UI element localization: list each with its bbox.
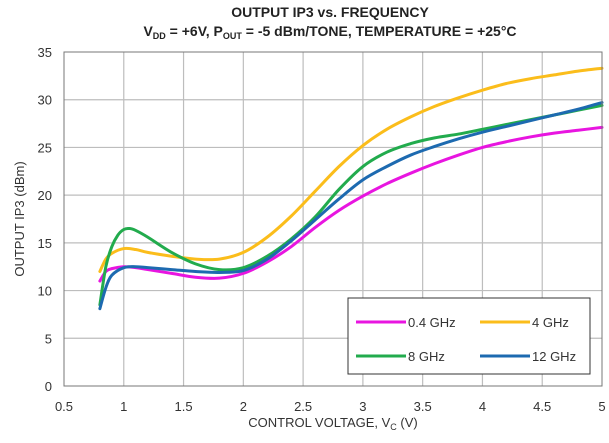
subtitle-vdd-value: = +6V, P	[166, 23, 223, 39]
x-axis-label: CONTROL VOLTAGE, VC (V)	[248, 415, 418, 432]
subtitle-vdd-sub: DD	[153, 31, 166, 41]
x-tick-label: 3.5	[414, 399, 432, 414]
y-tick-label: 25	[38, 140, 52, 155]
chart-title: OUTPUT IP3 vs. FREQUENCY	[231, 4, 429, 20]
y-tick-label: 0	[45, 379, 52, 394]
x-tick-label: 2.5	[294, 399, 312, 414]
x-axis-label-sub: C	[390, 422, 397, 432]
legend: 0.4 GHz 4 GHz 8 GHz 12 GHz	[347, 297, 591, 375]
x-tick-label: 1.5	[175, 399, 193, 414]
series-line-4-ghz	[98, 66, 604, 273]
y-tick-label: 20	[38, 188, 52, 203]
x-tick-label: 5	[598, 399, 605, 414]
y-tick-label: 15	[38, 236, 52, 251]
chart-subtitle: VDD = +6V, POUT = -5 dBm/TONE, TEMPERATU…	[143, 23, 516, 41]
y-tick-label: 35	[38, 45, 52, 60]
x-tick-label: 2	[240, 399, 247, 414]
y-tick-label: 5	[45, 331, 52, 346]
legend-label-12-ghz: 12 GHz	[532, 349, 576, 364]
y-tick-label: 30	[38, 93, 52, 108]
legend-box	[347, 297, 591, 375]
x-axis-label-unit: (V)	[397, 415, 418, 430]
x-tick-label: 4.5	[533, 399, 551, 414]
y-tick-label: 10	[38, 284, 52, 299]
x-tick-labels: 0.5 1 1.5 2 2.5 3 3.5 4 4.5 5	[55, 399, 606, 414]
legend-label-0-4-ghz: 0.4 GHz	[408, 315, 456, 330]
y-tick-labels: 0 5 10 15 20 25 30 35	[38, 45, 52, 394]
subtitle-pout-sub: OUT	[223, 31, 243, 41]
series-line-12-ghz	[98, 101, 604, 311]
x-tick-label: 4	[479, 399, 486, 414]
plot-border	[63, 51, 603, 387]
y-axis-label: OUTPUT IP3 (dBm)	[12, 161, 27, 276]
legend-label-8-ghz: 8 GHz	[408, 349, 445, 364]
legend-label-4-ghz: 4 GHz	[532, 315, 569, 330]
x-tick-label: 1	[120, 399, 127, 414]
series-layer	[98, 66, 604, 311]
x-tick-label: 0.5	[55, 399, 73, 414]
x-tick-label: 3	[359, 399, 366, 414]
subtitle-vdd: V	[143, 23, 153, 39]
x-axis-label-main: CONTROL VOLTAGE, V	[248, 415, 390, 430]
subtitle-rest: = -5 dBm/TONE, TEMPERATURE = +25°C	[242, 23, 517, 39]
